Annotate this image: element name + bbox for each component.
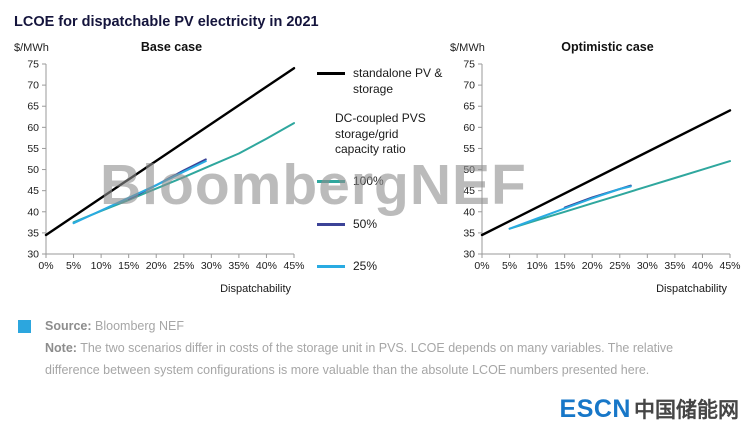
charts-row: $/MWh Base case 30 35 40 45 50 55 60 65 70 75 0% 5%…: [14, 40, 751, 302]
svg-text:15%: 15%: [118, 260, 139, 272]
svg-text:40%: 40%: [256, 260, 277, 272]
legend-label-standalone: standalone PV & storage: [353, 66, 443, 96]
svg-text:5%: 5%: [66, 260, 81, 272]
note-line: Note: The two scenarios differ in costs …: [45, 338, 700, 382]
escn-logo-text: ESCN: [559, 395, 631, 423]
svg-text:0%: 0%: [38, 260, 53, 272]
svg-text:35%: 35%: [664, 260, 685, 272]
svg-text:45: 45: [463, 185, 475, 197]
note-text: The two scenarios differ in costs of the…: [45, 340, 674, 377]
note-label: Note:: [45, 340, 77, 355]
escn-logo-chinese-text: 中国储能网: [634, 399, 739, 422]
base-case-plot: 30 35 40 45 50 55 60 65 70 75 0% 5% 10% 15% 20% 25% 30% 3…: [27, 59, 304, 273]
svg-text:35: 35: [463, 227, 475, 239]
legend-item-100: 100%: [317, 174, 446, 190]
y-axis-unit-label: $/MWh: [14, 42, 49, 54]
legend-item-25: 25%: [317, 259, 446, 275]
svg-text:45: 45: [27, 185, 39, 197]
standalone-line-swatch: [317, 72, 345, 75]
svg-text:45%: 45%: [283, 260, 304, 272]
svg-text:60: 60: [463, 122, 475, 134]
svg-text:5%: 5%: [502, 260, 517, 272]
escn-logo: ESCN 中国储能网: [560, 394, 739, 424]
svg-text:55: 55: [27, 143, 39, 155]
legend-item-50: 50%: [317, 217, 446, 233]
svg-text:65: 65: [27, 101, 39, 113]
svg-text:50: 50: [27, 164, 39, 176]
x-axis-label-base-case: Dispatchability: [220, 283, 291, 295]
svg-text:15%: 15%: [554, 260, 575, 272]
svg-text:65: 65: [463, 101, 475, 113]
svg-text:0%: 0%: [474, 260, 489, 272]
legend-item-standalone: standalone PV & storage: [317, 66, 446, 97]
optimistic-case-plot: 30 35 40 45 50 55 60 65 70 75 0% 5% 10% 15% 20% 25% 30% 3…: [463, 59, 740, 273]
svg-text:70: 70: [463, 80, 475, 92]
page-title: LCOE for dispatchable PV electricity in …: [14, 14, 319, 30]
footer: Source: Bloomberg NEF Note: The two scen…: [14, 316, 751, 382]
svg-text:55: 55: [463, 143, 475, 155]
source-text: Bloomberg NEF: [95, 318, 184, 333]
svg-text:60: 60: [27, 122, 39, 134]
svg-text:45%: 45%: [719, 260, 740, 272]
svg-text:30%: 30%: [637, 260, 658, 272]
source-line: Source: Bloomberg NEF: [45, 316, 700, 338]
ratio-25-line-swatch: [317, 265, 345, 269]
chart-title-optimistic-case: Optimistic case: [561, 40, 654, 54]
optimistic-case-chart: $/MWh Optimistic case 30 35 40 45 50 55 60 65 70…: [450, 40, 745, 302]
svg-text:20%: 20%: [582, 260, 603, 272]
svg-text:30: 30: [463, 249, 475, 261]
svg-text:75: 75: [463, 59, 475, 71]
x-axis-label-optimistic-case: Dispatchability: [656, 283, 727, 295]
svg-text:40%: 40%: [692, 260, 713, 272]
legend-group-label: DC-coupled PVS storage/grid capacity rat…: [335, 111, 426, 157]
legend: standalone PV & storage DC-coupled PVS s…: [309, 40, 450, 302]
svg-text:30%: 30%: [201, 260, 222, 272]
svg-text:30: 30: [27, 249, 39, 261]
legend-label-50: 50%: [353, 216, 378, 231]
svg-text:40: 40: [463, 206, 475, 218]
svg-text:10%: 10%: [527, 260, 548, 272]
svg-text:25%: 25%: [609, 260, 630, 272]
source-label: Source:: [45, 318, 92, 333]
svg-text:10%: 10%: [91, 260, 112, 272]
base-case-chart-header: $/MWh Base case: [14, 40, 309, 58]
svg-text:35: 35: [27, 227, 39, 239]
optimistic-case-chart-header: $/MWh Optimistic case: [450, 40, 745, 58]
legend-label-25: 25%: [353, 259, 378, 274]
svg-text:40: 40: [27, 206, 39, 218]
legend-label-100: 100%: [353, 173, 384, 188]
footer-text: Source: Bloomberg NEF Note: The two scen…: [45, 316, 700, 382]
svg-text:70: 70: [27, 80, 39, 92]
chart-title-base-case: Base case: [140, 40, 203, 54]
source-bullet-icon: [18, 319, 31, 333]
ratio-100-line-swatch: [317, 180, 345, 184]
base-case-chart: $/MWh Base case 30 35 40 45 50 55 60 65 70 75 0% 5%…: [14, 40, 309, 302]
svg-text:35%: 35%: [228, 260, 249, 272]
y-axis-unit-label: $/MWh: [450, 42, 485, 54]
svg-text:50: 50: [463, 164, 475, 176]
svg-text:75: 75: [27, 59, 39, 71]
ratio-50-line-swatch: [317, 222, 345, 226]
svg-text:20%: 20%: [146, 260, 167, 272]
svg-text:25%: 25%: [173, 260, 194, 272]
